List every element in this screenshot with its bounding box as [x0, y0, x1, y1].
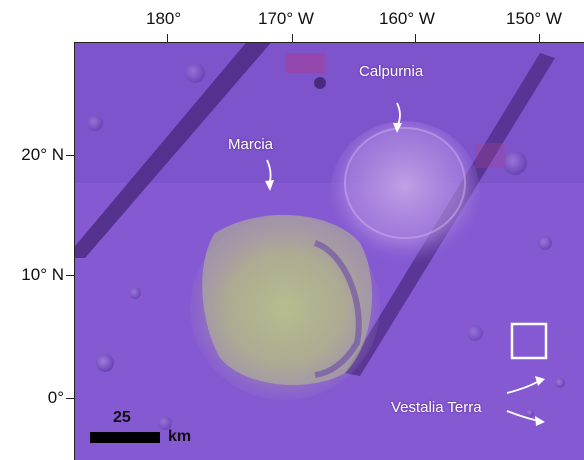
longitude-label-180: 180° [146, 9, 182, 28]
marcia-arrow-head [265, 180, 274, 191]
vestalia-terra-label: Vestalia Terra [391, 399, 482, 416]
longitude-tick-180 [167, 34, 168, 42]
small-crater [129, 287, 141, 299]
small-crater [314, 77, 326, 89]
longitude-tick-150w [539, 34, 540, 42]
colour-patch [475, 143, 505, 168]
terrain-rendering [75, 43, 584, 460]
longitude-tick-160w [415, 34, 416, 42]
colour-patch [285, 53, 325, 73]
latitude-label-0: 0° [47, 388, 64, 407]
small-crater [526, 409, 534, 417]
calpurnia-arrow-head [393, 123, 402, 133]
marcia-ejecta-blanket [202, 214, 372, 385]
imaging-strip-left [75, 43, 271, 258]
small-crater [555, 378, 565, 388]
longitude-label-150w: 150° W [506, 9, 562, 28]
vestalia-arrow-lower-head [535, 416, 545, 426]
longitude-label-170w: 170° W [258, 9, 314, 28]
scale-bar [90, 432, 160, 443]
marcia-crater-wall-shadow [313, 240, 362, 378]
scale-bar-unit: km [168, 428, 192, 445]
small-crater [503, 151, 527, 175]
longitude-tick-170w [292, 34, 293, 42]
calpurnia-label: Calpurnia [359, 63, 424, 80]
latitude-label-20n: 20° N [21, 145, 64, 164]
small-crater [467, 325, 483, 341]
small-crater [538, 236, 552, 250]
marcia-label: Marcia [228, 136, 274, 153]
vestalia-arrow-upper-head [535, 376, 545, 386]
small-crater [96, 354, 114, 372]
small-crater [87, 115, 103, 131]
latitude-tick-20n [66, 155, 74, 156]
latitude-label-10n: 10° N [21, 265, 64, 284]
region-box-marker [510, 322, 548, 360]
longitude-label-160w: 160° W [379, 9, 435, 28]
small-crater [158, 416, 172, 430]
latitude-tick-10n [66, 275, 74, 276]
calpurnia-crater [330, 121, 480, 265]
small-crater [185, 63, 205, 83]
map-image: Calpurnia Marcia Vestalia Terra 25 km [74, 42, 584, 460]
scale-bar-value: 25 [113, 409, 131, 426]
latitude-tick-0 [66, 398, 74, 399]
calpurnia-rim [344, 127, 466, 239]
